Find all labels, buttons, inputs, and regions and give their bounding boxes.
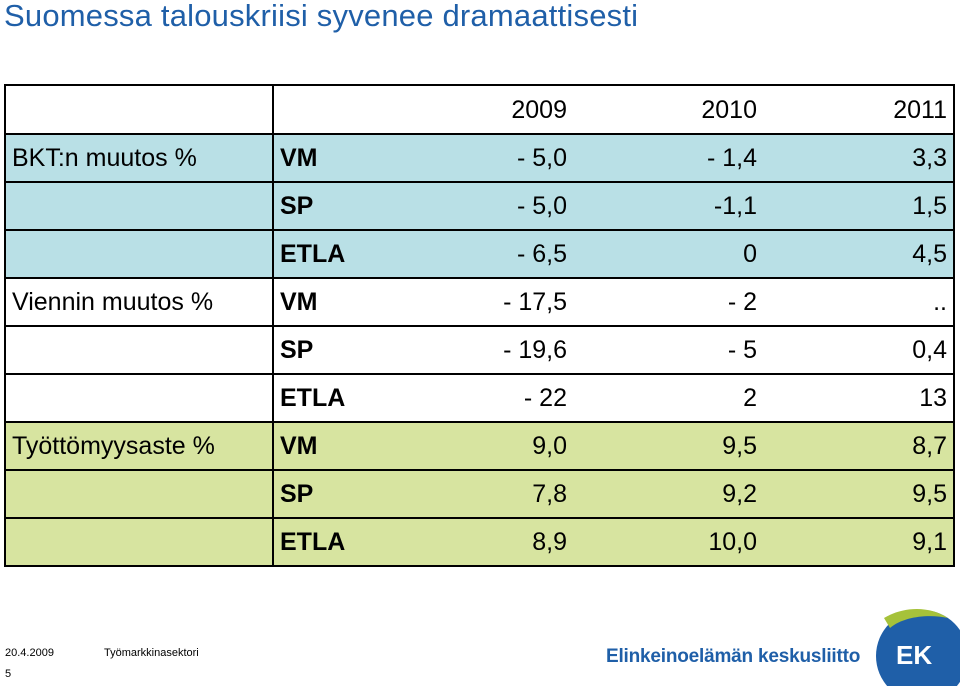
- table-row: ETLA - 6,5 0 4,5: [6, 230, 953, 278]
- row-category: Viennin muutos %: [12, 288, 214, 316]
- page-number: 5: [5, 668, 12, 680]
- row-divider: [6, 229, 953, 231]
- value-2009: 8,9: [532, 528, 567, 556]
- row-source: ETLA: [280, 528, 346, 556]
- value-2010: - 2: [727, 288, 757, 316]
- header-year-2011: 2011: [893, 96, 947, 124]
- value-2011: 1,5: [912, 192, 947, 220]
- row-divider: [6, 421, 953, 423]
- footer-department: Työmarkkinasektori: [104, 647, 199, 659]
- value-2011: 4,5: [912, 240, 947, 268]
- row-divider: [6, 133, 953, 135]
- row-divider: [6, 373, 953, 375]
- row-category: Työttömyysaste %: [12, 432, 215, 460]
- value-2009: - 6,5: [516, 240, 567, 268]
- value-2010: 0: [743, 240, 757, 268]
- value-2009: - 19,6: [503, 336, 567, 364]
- table-row: ETLA 8,9 10,0 9,1: [6, 518, 953, 565]
- row-divider: [6, 325, 953, 327]
- row-divider: [6, 469, 953, 471]
- row-category: BKT:n muutos %: [12, 144, 197, 172]
- value-2011: 9,5: [912, 480, 947, 508]
- page-title: Suomessa talouskriisi syvenee dramaattis…: [4, 0, 639, 33]
- value-2009: - 5,0: [516, 144, 567, 172]
- table-row: SP - 19,6 - 5 0,4: [6, 326, 953, 374]
- row-source: VM: [280, 144, 318, 172]
- value-2010: 9,5: [722, 432, 757, 460]
- row-divider: [6, 517, 953, 519]
- value-2010: 2: [743, 384, 757, 412]
- table-row: SP 7,8 9,2 9,5: [6, 470, 953, 518]
- row-source: SP: [280, 480, 314, 508]
- value-2009: 7,8: [532, 480, 567, 508]
- forecast-table: 2009 2010 2011 BKT:n muutos % VM - 5,0 -…: [4, 84, 955, 567]
- row-source: SP: [280, 192, 314, 220]
- footer-date: 20.4.2009: [5, 647, 54, 659]
- table-row: SP - 5,0 -1,1 1,5: [6, 182, 953, 230]
- row-source: SP: [280, 336, 314, 364]
- table-row: Viennin muutos % VM - 17,5 - 2 ..: [6, 278, 953, 326]
- value-2011: 0,4: [912, 336, 947, 364]
- value-2011: 9,1: [912, 528, 947, 556]
- table-row: Työttömyysaste % VM 9,0 9,5 8,7: [6, 422, 953, 470]
- row-source: VM: [280, 288, 318, 316]
- value-2011: 13: [919, 384, 947, 412]
- organization-name: Elinkeinoelämän keskusliitto: [606, 646, 861, 667]
- row-source: VM: [280, 432, 318, 460]
- value-2009: - 5,0: [516, 192, 567, 220]
- row-divider: [6, 277, 953, 279]
- ek-logo-icon: EK: [876, 609, 960, 686]
- row-source: ETLA: [280, 384, 346, 412]
- value-2010: 10,0: [708, 528, 757, 556]
- value-2010: -1,1: [713, 192, 757, 220]
- table-header-row: 2009 2010 2011: [6, 86, 953, 134]
- value-2010: - 1,4: [706, 144, 757, 172]
- logo-text: EK: [896, 640, 932, 670]
- value-2010: - 5: [727, 336, 757, 364]
- value-2009: 9,0: [532, 432, 567, 460]
- value-2009: - 22: [523, 384, 567, 412]
- header-year-2010: 2010: [701, 96, 757, 124]
- table-row: ETLA - 22 2 13: [6, 374, 953, 422]
- value-2010: 9,2: [722, 480, 757, 508]
- header-year-2009: 2009: [511, 96, 567, 124]
- value-2011: 8,7: [912, 432, 947, 460]
- table-row: BKT:n muutos % VM - 5,0 - 1,4 3,3: [6, 134, 953, 182]
- row-source: ETLA: [280, 240, 346, 268]
- value-2009: - 17,5: [503, 288, 567, 316]
- row-divider: [6, 181, 953, 183]
- value-2011: ..: [933, 288, 947, 316]
- value-2011: 3,3: [912, 144, 947, 172]
